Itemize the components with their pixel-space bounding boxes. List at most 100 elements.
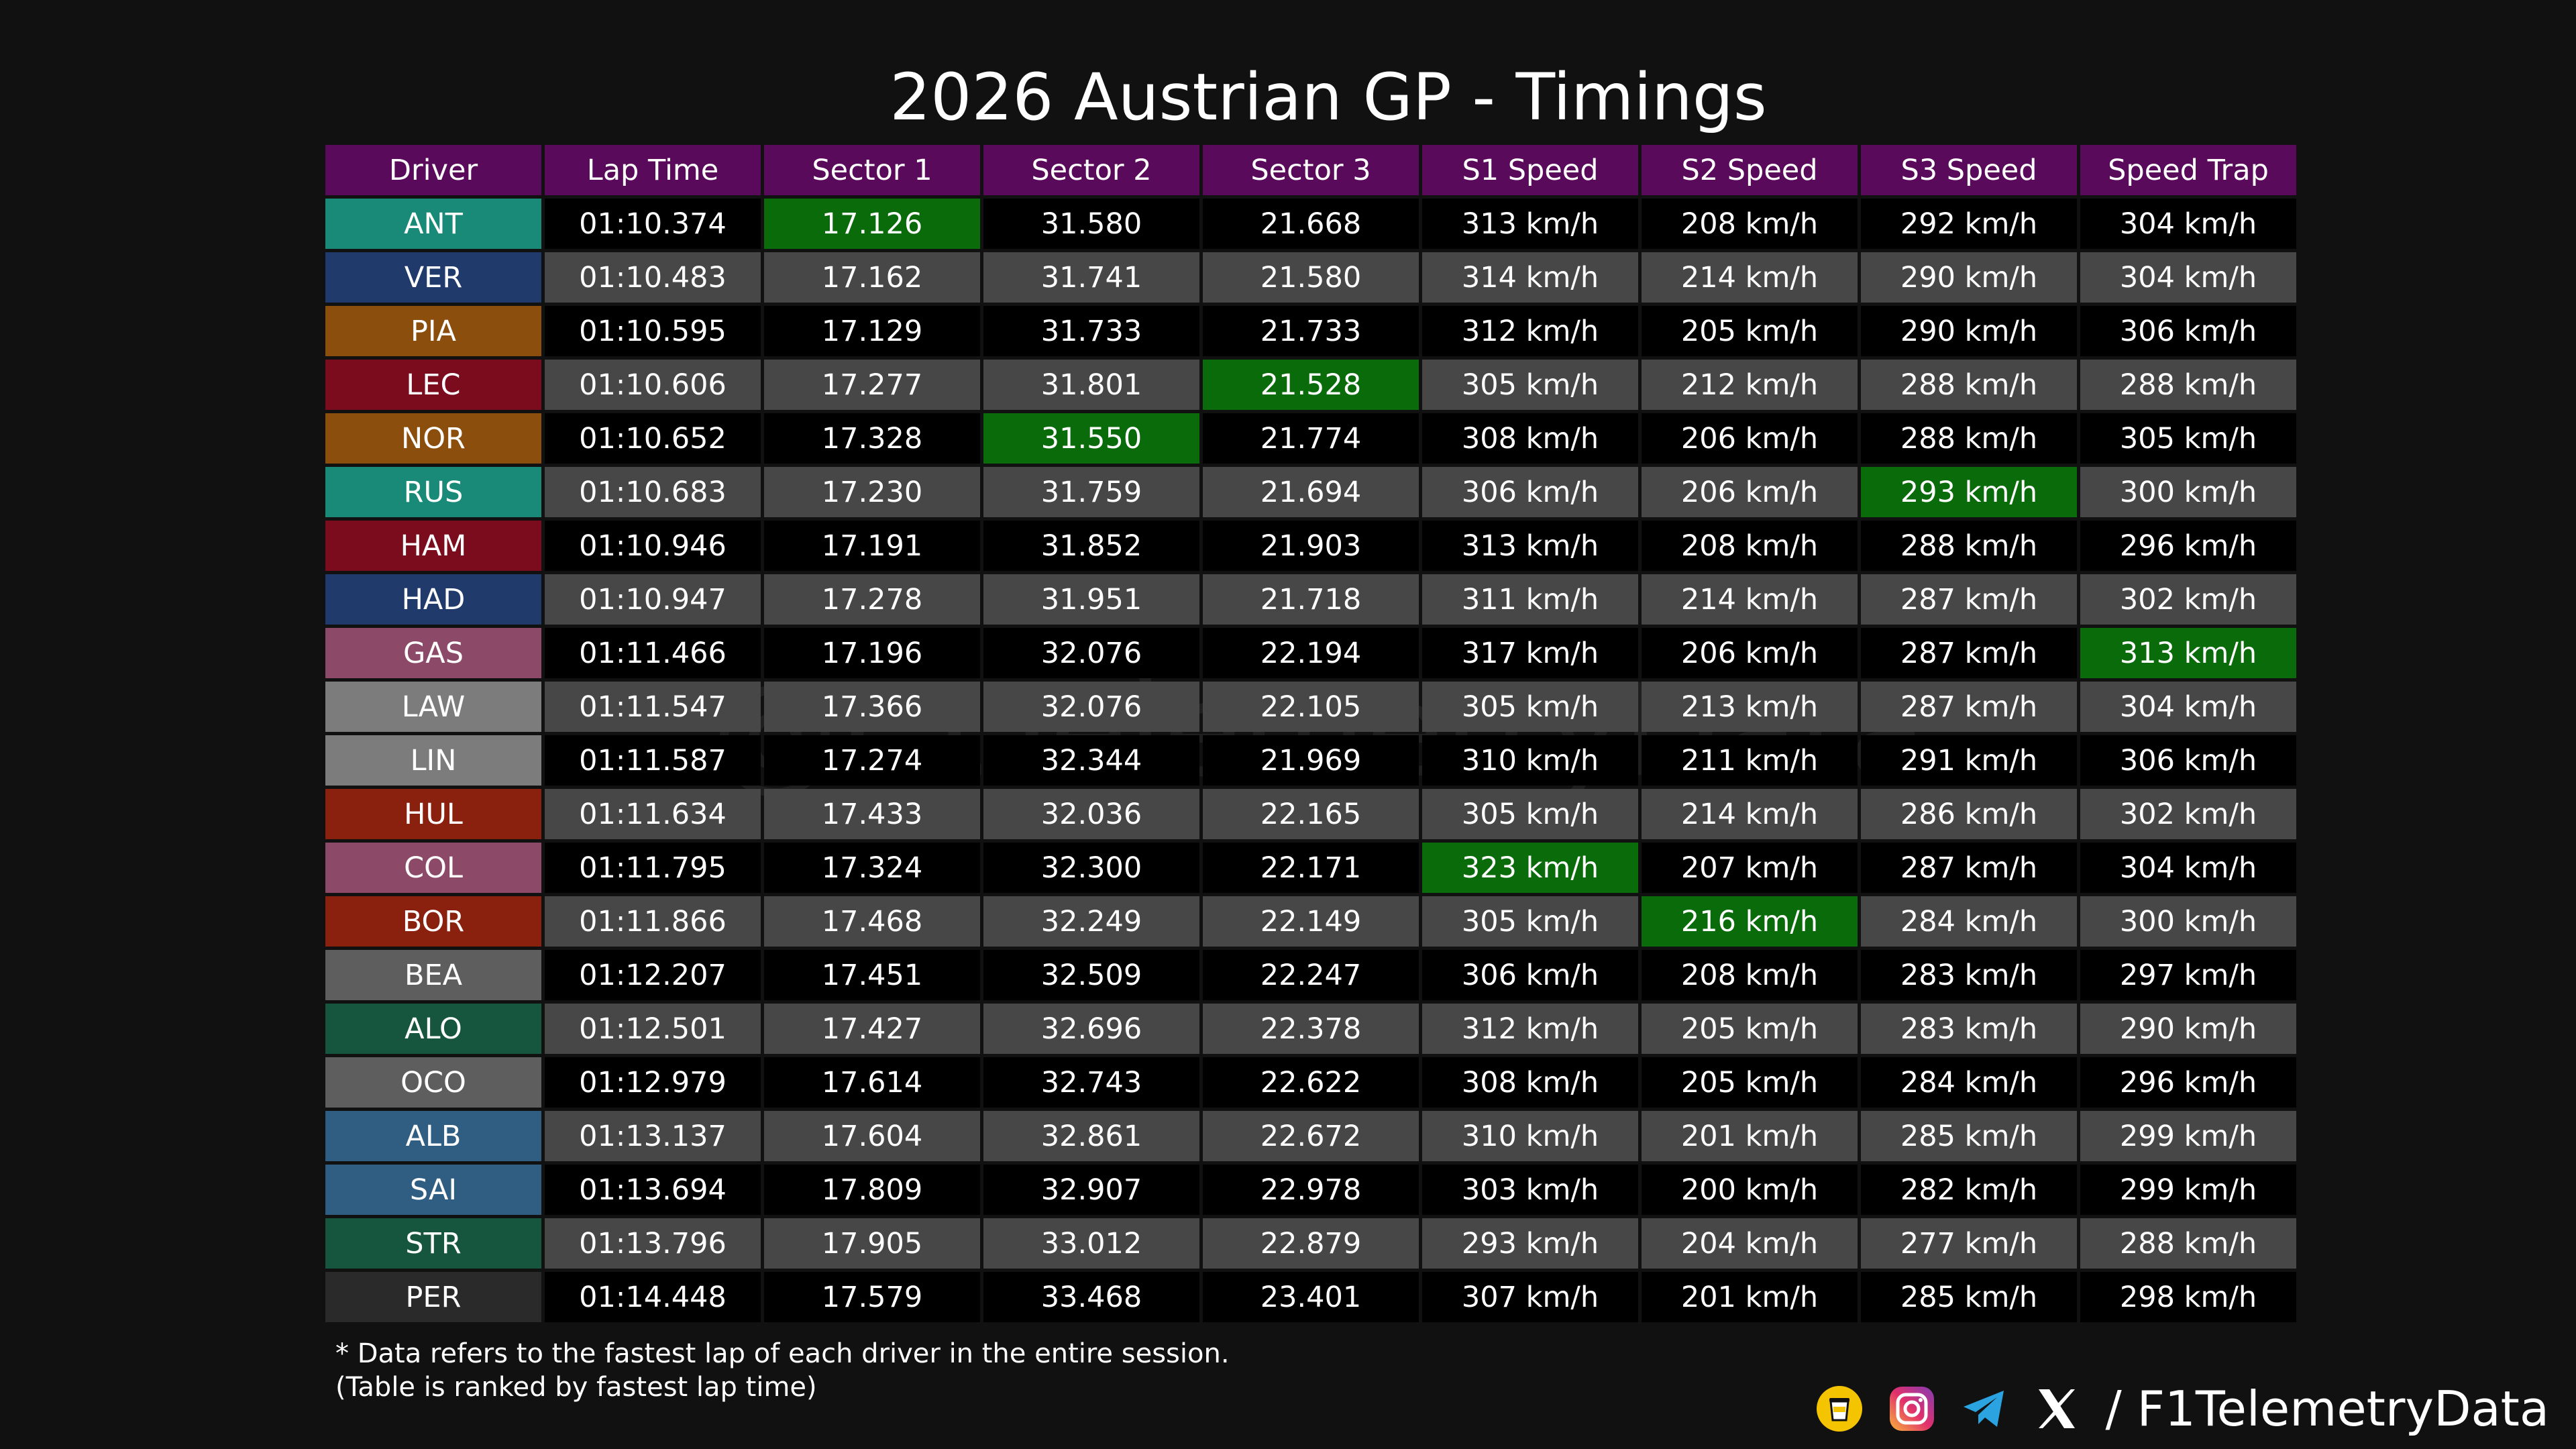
driver-cell: OCO — [325, 1057, 541, 1108]
cell-sector-3: 21.668 — [1203, 199, 1419, 249]
cell-s1-speed: 306 km/h — [1422, 950, 1638, 1000]
cell-sector-2: 32.509 — [983, 950, 1199, 1000]
cell-speed-trap: 304 km/h — [2080, 252, 2296, 303]
cell-lap-time: 01:12.501 — [545, 1004, 761, 1054]
coffee-icon[interactable] — [1816, 1385, 1863, 1432]
cell-lap-time: 01:11.547 — [545, 682, 761, 732]
cell-speed-trap: 297 km/h — [2080, 950, 2296, 1000]
table-row: NOR 01:10.652 17.328 31.550 21.774 308 km/h 20… — [325, 413, 2296, 464]
cell-sector-3: 21.969 — [1203, 735, 1419, 786]
cell-s3-speed: 283 km/h — [1861, 1004, 2077, 1054]
cell-s3-speed: 282 km/h — [1861, 1165, 2077, 1215]
cell-s1-speed: 308 km/h — [1422, 1057, 1638, 1108]
cell-sector-1: 17.277 — [764, 360, 980, 410]
cell-s1-speed: 305 km/h — [1422, 360, 1638, 410]
cell-s1-speed: 305 km/h — [1422, 896, 1638, 947]
telegram-icon[interactable] — [1961, 1385, 2008, 1432]
driver-cell: ANT — [325, 199, 541, 249]
table-body: ANT 01:10.374 17.126 31.580 21.668 313 km/h 20… — [325, 199, 2296, 1322]
cell-s2-speed: 213 km/h — [1642, 682, 1858, 732]
table-row: HAM 01:10.946 17.191 31.852 21.903 313 km/h 20… — [325, 521, 2296, 571]
cell-sector-2: 32.076 — [983, 628, 1199, 678]
cell-speed-trap: 304 km/h — [2080, 682, 2296, 732]
cell-s1-speed: 311 km/h — [1422, 574, 1638, 625]
cell-sector-1: 17.324 — [764, 843, 980, 893]
cell-sector-1: 17.162 — [764, 252, 980, 303]
table-row: BEA 01:12.207 17.451 32.509 22.247 306 km/h 20… — [325, 950, 2296, 1000]
cell-s3-speed: 293 km/h — [1861, 467, 2077, 517]
cell-speed-trap: 299 km/h — [2080, 1165, 2296, 1215]
cell-s2-speed: 208 km/h — [1642, 521, 1858, 571]
cell-s2-speed: 207 km/h — [1642, 843, 1858, 893]
cell-sector-3: 21.580 — [1203, 252, 1419, 303]
instagram-icon[interactable] — [1888, 1385, 1935, 1432]
cell-s2-speed: 214 km/h — [1642, 789, 1858, 839]
cell-sector-2: 32.861 — [983, 1111, 1199, 1161]
cell-speed-trap: 302 km/h — [2080, 574, 2296, 625]
cell-s3-speed: 286 km/h — [1861, 789, 2077, 839]
cell-s3-speed: 288 km/h — [1861, 360, 2077, 410]
cell-sector-1: 17.274 — [764, 735, 980, 786]
cell-sector-3: 21.903 — [1203, 521, 1419, 571]
cell-sector-3: 22.105 — [1203, 682, 1419, 732]
cell-s1-speed: 306 km/h — [1422, 467, 1638, 517]
cell-s3-speed: 285 km/h — [1861, 1111, 2077, 1161]
cell-lap-time: 01:10.946 — [545, 521, 761, 571]
cell-s1-speed: 308 km/h — [1422, 413, 1638, 464]
cell-s2-speed: 204 km/h — [1642, 1218, 1858, 1269]
cell-sector-1: 17.614 — [764, 1057, 980, 1108]
cell-s2-speed: 201 km/h — [1642, 1111, 1858, 1161]
table-row: ALB 01:13.137 17.604 32.861 22.672 310 km/h 20… — [325, 1111, 2296, 1161]
cell-s2-speed: 208 km/h — [1642, 199, 1858, 249]
cell-sector-3: 21.718 — [1203, 574, 1419, 625]
cell-s2-speed: 212 km/h — [1642, 360, 1858, 410]
cell-s3-speed: 288 km/h — [1861, 521, 2077, 571]
table-row: LIN 01:11.587 17.274 32.344 21.969 310 km/h 21… — [325, 735, 2296, 786]
cell-s1-speed: 303 km/h — [1422, 1165, 1638, 1215]
cell-sector-2: 31.733 — [983, 306, 1199, 356]
driver-cell: BEA — [325, 950, 541, 1000]
cell-sector-3: 22.171 — [1203, 843, 1419, 893]
table-row: VER 01:10.483 17.162 31.741 21.580 314 km/h 21… — [325, 252, 2296, 303]
footer: / F1TelemetryData — [1816, 1381, 2550, 1437]
social-handle[interactable]: / F1TelemetryData — [2105, 1381, 2550, 1437]
cell-lap-time: 01:10.374 — [545, 199, 761, 249]
driver-cell: RUS — [325, 467, 541, 517]
cell-sector-3: 22.622 — [1203, 1057, 1419, 1108]
table-row: PIA 01:10.595 17.129 31.733 21.733 312 km/h 20… — [325, 306, 2296, 356]
cell-s1-speed: 323 km/h — [1422, 843, 1638, 893]
cell-lap-time: 01:13.796 — [545, 1218, 761, 1269]
cell-lap-time: 01:13.137 — [545, 1111, 761, 1161]
column-header-s1-speed: S1 Speed — [1422, 145, 1638, 195]
x-icon[interactable] — [2033, 1385, 2080, 1432]
cell-speed-trap: 306 km/h — [2080, 306, 2296, 356]
note-ranking: (Table is ranked by fastest lap time) — [335, 1372, 817, 1403]
cell-sector-1: 17.278 — [764, 574, 980, 625]
cell-sector-2: 32.907 — [983, 1165, 1199, 1215]
cell-speed-trap: 313 km/h — [2080, 628, 2296, 678]
column-header-speed-trap: Speed Trap — [2080, 145, 2296, 195]
cell-speed-trap: 290 km/h — [2080, 1004, 2296, 1054]
driver-cell: LIN — [325, 735, 541, 786]
cell-s1-speed: 312 km/h — [1422, 306, 1638, 356]
cell-sector-3: 21.694 — [1203, 467, 1419, 517]
cell-s1-speed: 313 km/h — [1422, 521, 1638, 571]
cell-speed-trap: 304 km/h — [2080, 199, 2296, 249]
cell-s2-speed: 206 km/h — [1642, 628, 1858, 678]
table-row: BOR 01:11.866 17.468 32.249 22.149 305 km/h 21… — [325, 896, 2296, 947]
cell-sector-1: 17.809 — [764, 1165, 980, 1215]
note-data-source: * Data refers to the fastest lap of each… — [335, 1338, 1230, 1369]
cell-sector-2: 32.076 — [983, 682, 1199, 732]
table-row: GAS 01:11.466 17.196 32.076 22.194 317 km/h 20… — [325, 628, 2296, 678]
cell-s1-speed: 310 km/h — [1422, 735, 1638, 786]
driver-cell: VER — [325, 252, 541, 303]
cell-s2-speed: 206 km/h — [1642, 413, 1858, 464]
cell-sector-2: 32.696 — [983, 1004, 1199, 1054]
cell-speed-trap: 296 km/h — [2080, 521, 2296, 571]
cell-sector-1: 17.366 — [764, 682, 980, 732]
cell-sector-3: 22.378 — [1203, 1004, 1419, 1054]
cell-s3-speed: 290 km/h — [1861, 252, 2077, 303]
table-row: HUL 01:11.634 17.433 32.036 22.165 305 km/h 21… — [325, 789, 2296, 839]
cell-sector-3: 22.672 — [1203, 1111, 1419, 1161]
cell-s1-speed: 310 km/h — [1422, 1111, 1638, 1161]
